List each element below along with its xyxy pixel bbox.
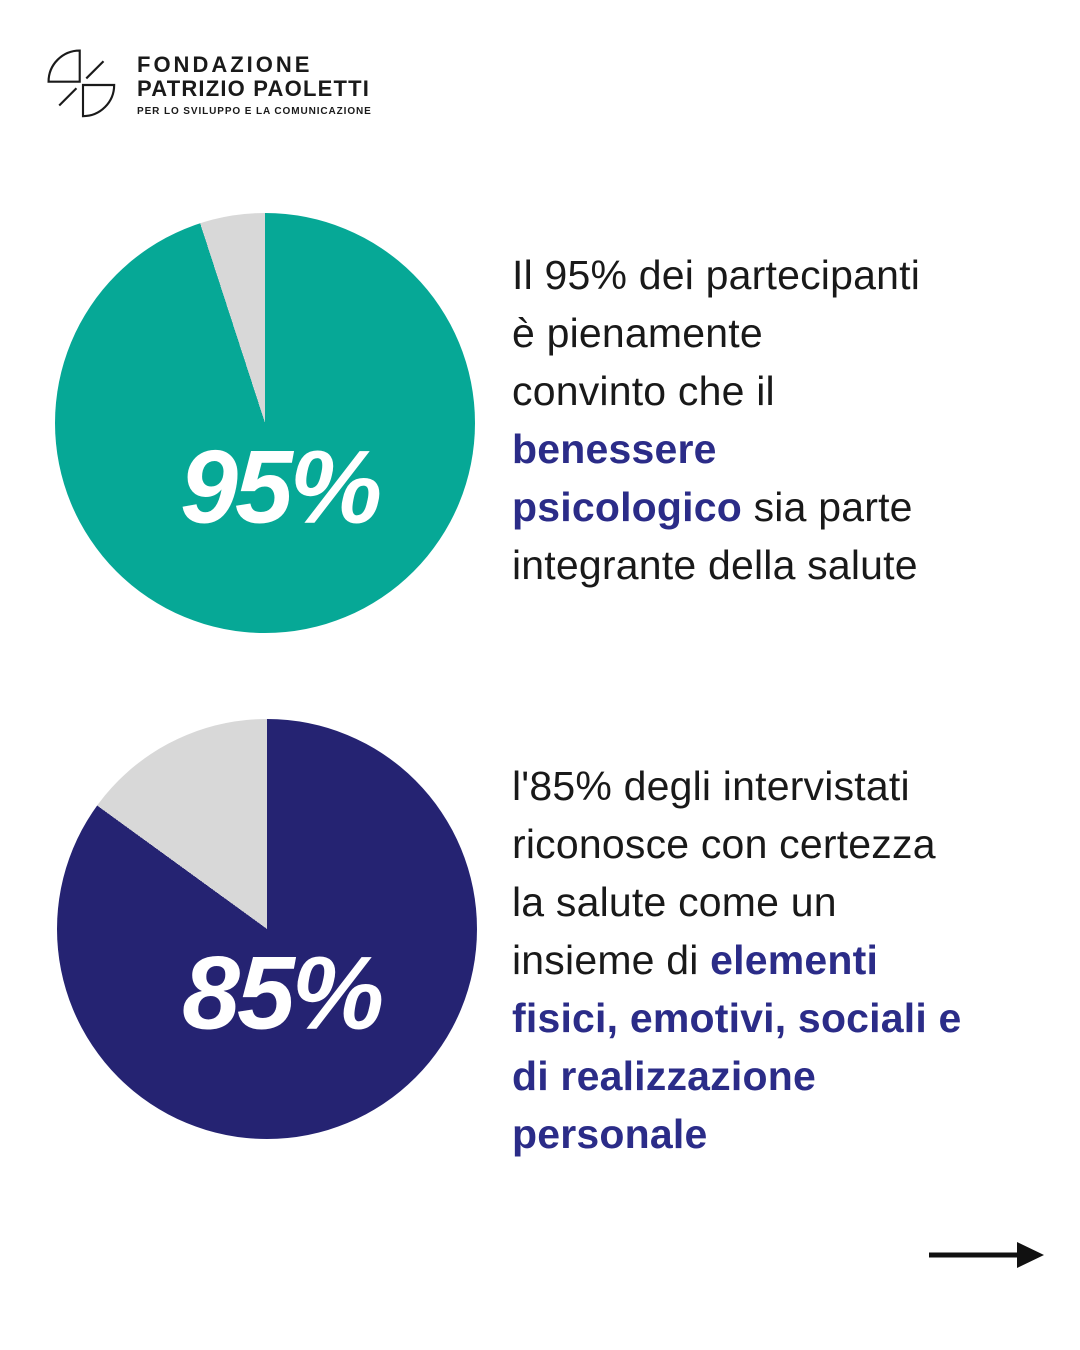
- brand-name-line1: FONDAZIONE: [137, 52, 313, 77]
- pie-chart-95: 95%: [55, 213, 475, 633]
- highlighted-text: benessere psicologico: [512, 426, 743, 530]
- pinwheel-logo-icon: [47, 49, 116, 118]
- brand-tagline: PER LO SVILUPPO E LA COMUNICAZIONE: [137, 106, 372, 117]
- body-text: l'85% degli intervistati riconosce con c…: [512, 763, 936, 983]
- next-slide-arrow-icon[interactable]: [926, 1236, 1048, 1274]
- brand-logo-text: FONDAZIONE PATRIZIO PAOLETTI PER LO SVIL…: [137, 52, 372, 118]
- stat-text-salute: l'85% degli intervistati riconosce con c…: [512, 757, 1032, 1163]
- body-text: Il 95% dei partecipanti è pienamente con…: [512, 252, 921, 414]
- brand-logo: FONDAZIONE PATRIZIO PAOLETTI PER LO SVIL…: [42, 44, 372, 126]
- pie-chart-85: 85%: [57, 719, 477, 1139]
- body-text: sia parte integrante della salute: [512, 484, 918, 588]
- pie-percentage-label-85: 85%: [182, 935, 384, 1052]
- highlighted-text: elementi fisici, emotivi, sociali e di r…: [512, 937, 962, 1157]
- pie-percentage-label-95: 95%: [180, 429, 382, 546]
- brand-name-line2: PATRIZIO PAOLETTI: [137, 76, 371, 101]
- stat-text-benessere: Il 95% dei partecipanti è pienamente con…: [512, 246, 1032, 594]
